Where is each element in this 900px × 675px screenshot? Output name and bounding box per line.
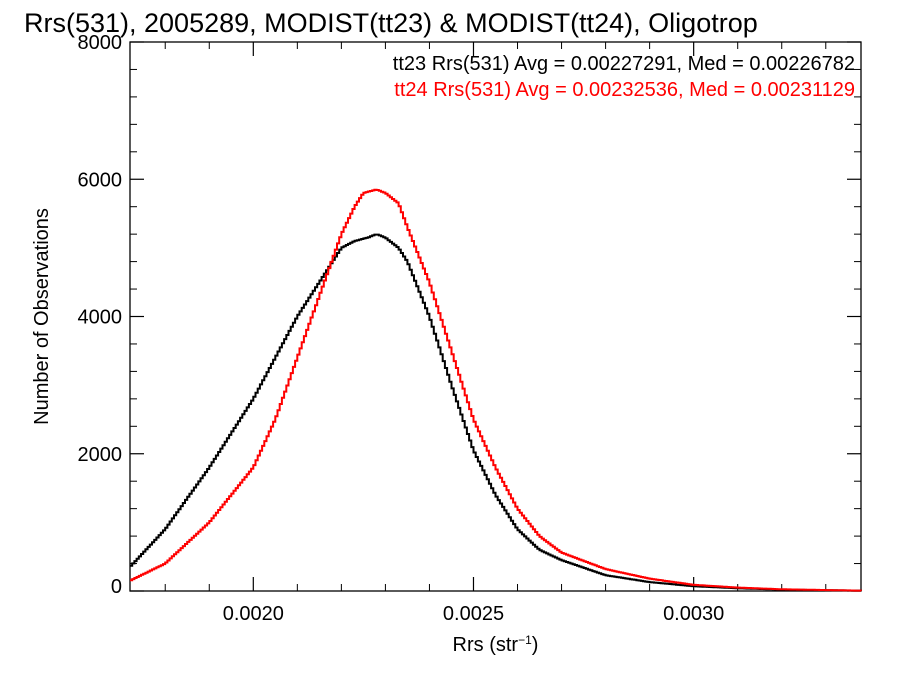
x-axis-label: Rrs (str−1) bbox=[453, 633, 539, 656]
y-axis: 0 2000 4000 6000 8000 bbox=[78, 32, 861, 598]
x-tick-label: 0.0020 bbox=[223, 603, 284, 625]
series-layer bbox=[130, 188, 862, 592]
y-tick-label: 2000 bbox=[78, 444, 123, 466]
annotation-tt24: tt24 Rrs(531) Avg = 0.00232536, Med = 0.… bbox=[394, 79, 855, 101]
x-tick-label: 0.0030 bbox=[663, 603, 724, 625]
plot-frame bbox=[129, 41, 862, 592]
y-tick-label: 6000 bbox=[78, 169, 123, 191]
series-tt23-line bbox=[130, 233, 862, 592]
x-axis: 0.0020 0.0025 0.0030 bbox=[164, 42, 827, 625]
x-axis-label-text: Rrs (str bbox=[453, 634, 519, 656]
chart-title: Rrs(531), 2005289, MODIST(tt23) & MODIST… bbox=[24, 8, 758, 38]
y-tick-label: 8000 bbox=[78, 32, 123, 54]
annotation-tt23: tt23 Rrs(531) Avg = 0.00227291, Med = 0.… bbox=[393, 53, 855, 75]
y-tick-label: 4000 bbox=[78, 307, 123, 329]
series-tt24-line bbox=[130, 188, 862, 592]
y-tick-label: 0 bbox=[111, 576, 122, 598]
x-axis-label-superscript: −1 bbox=[518, 633, 532, 647]
y-axis-label: Number of Observations bbox=[31, 208, 53, 425]
x-axis-label-close: ) bbox=[532, 634, 539, 656]
x-tick-label: 0.0025 bbox=[443, 603, 504, 625]
